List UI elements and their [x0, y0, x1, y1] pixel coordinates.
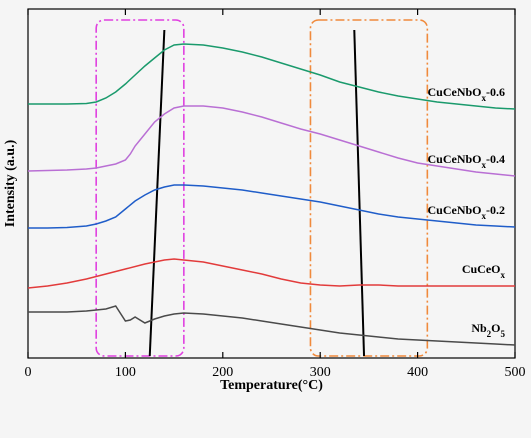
series-label: Nb2O5	[471, 321, 505, 339]
series-label: CuCeNbOx-0.4	[427, 152, 505, 170]
y-axis-title: Intensity (a.u.)	[3, 139, 18, 227]
x-axis-ticks: 0 100 200 300 400 500	[25, 9, 526, 380]
x-tick-label: 100	[115, 365, 136, 380]
series-line	[27, 105, 516, 177]
series-line	[28, 43, 516, 110]
series-line	[28, 305, 516, 346]
series-layer	[27, 43, 516, 346]
x-tick-label: 300	[310, 365, 331, 380]
highlight-region	[95, 19, 185, 357]
series-labels: CuCeNbOx-0.6 CuCeNbOx-0.4 CuCeNbOx-0.2 CuCe…	[427, 85, 505, 339]
trend-line	[148, 29, 166, 357]
x-tick-label: 200	[212, 365, 233, 380]
series-label: CuCeNbOx-0.6	[427, 85, 505, 103]
x-axis-title: Temperature(°C)	[220, 378, 323, 393]
series-label: CuCeOx	[462, 262, 506, 280]
series-line	[28, 184, 516, 229]
plot-area-frame	[27, 8, 516, 359]
trend-line	[353, 29, 366, 357]
series-label: CuCeNbOx-0.2	[427, 203, 505, 221]
x-tick-label: 400	[407, 365, 428, 380]
x-tick-label: 0	[25, 365, 32, 380]
annotations-layer	[95, 19, 429, 357]
series-line	[27, 258, 515, 289]
x-tick-label: 500	[505, 365, 526, 380]
highlight-region	[309, 19, 429, 357]
